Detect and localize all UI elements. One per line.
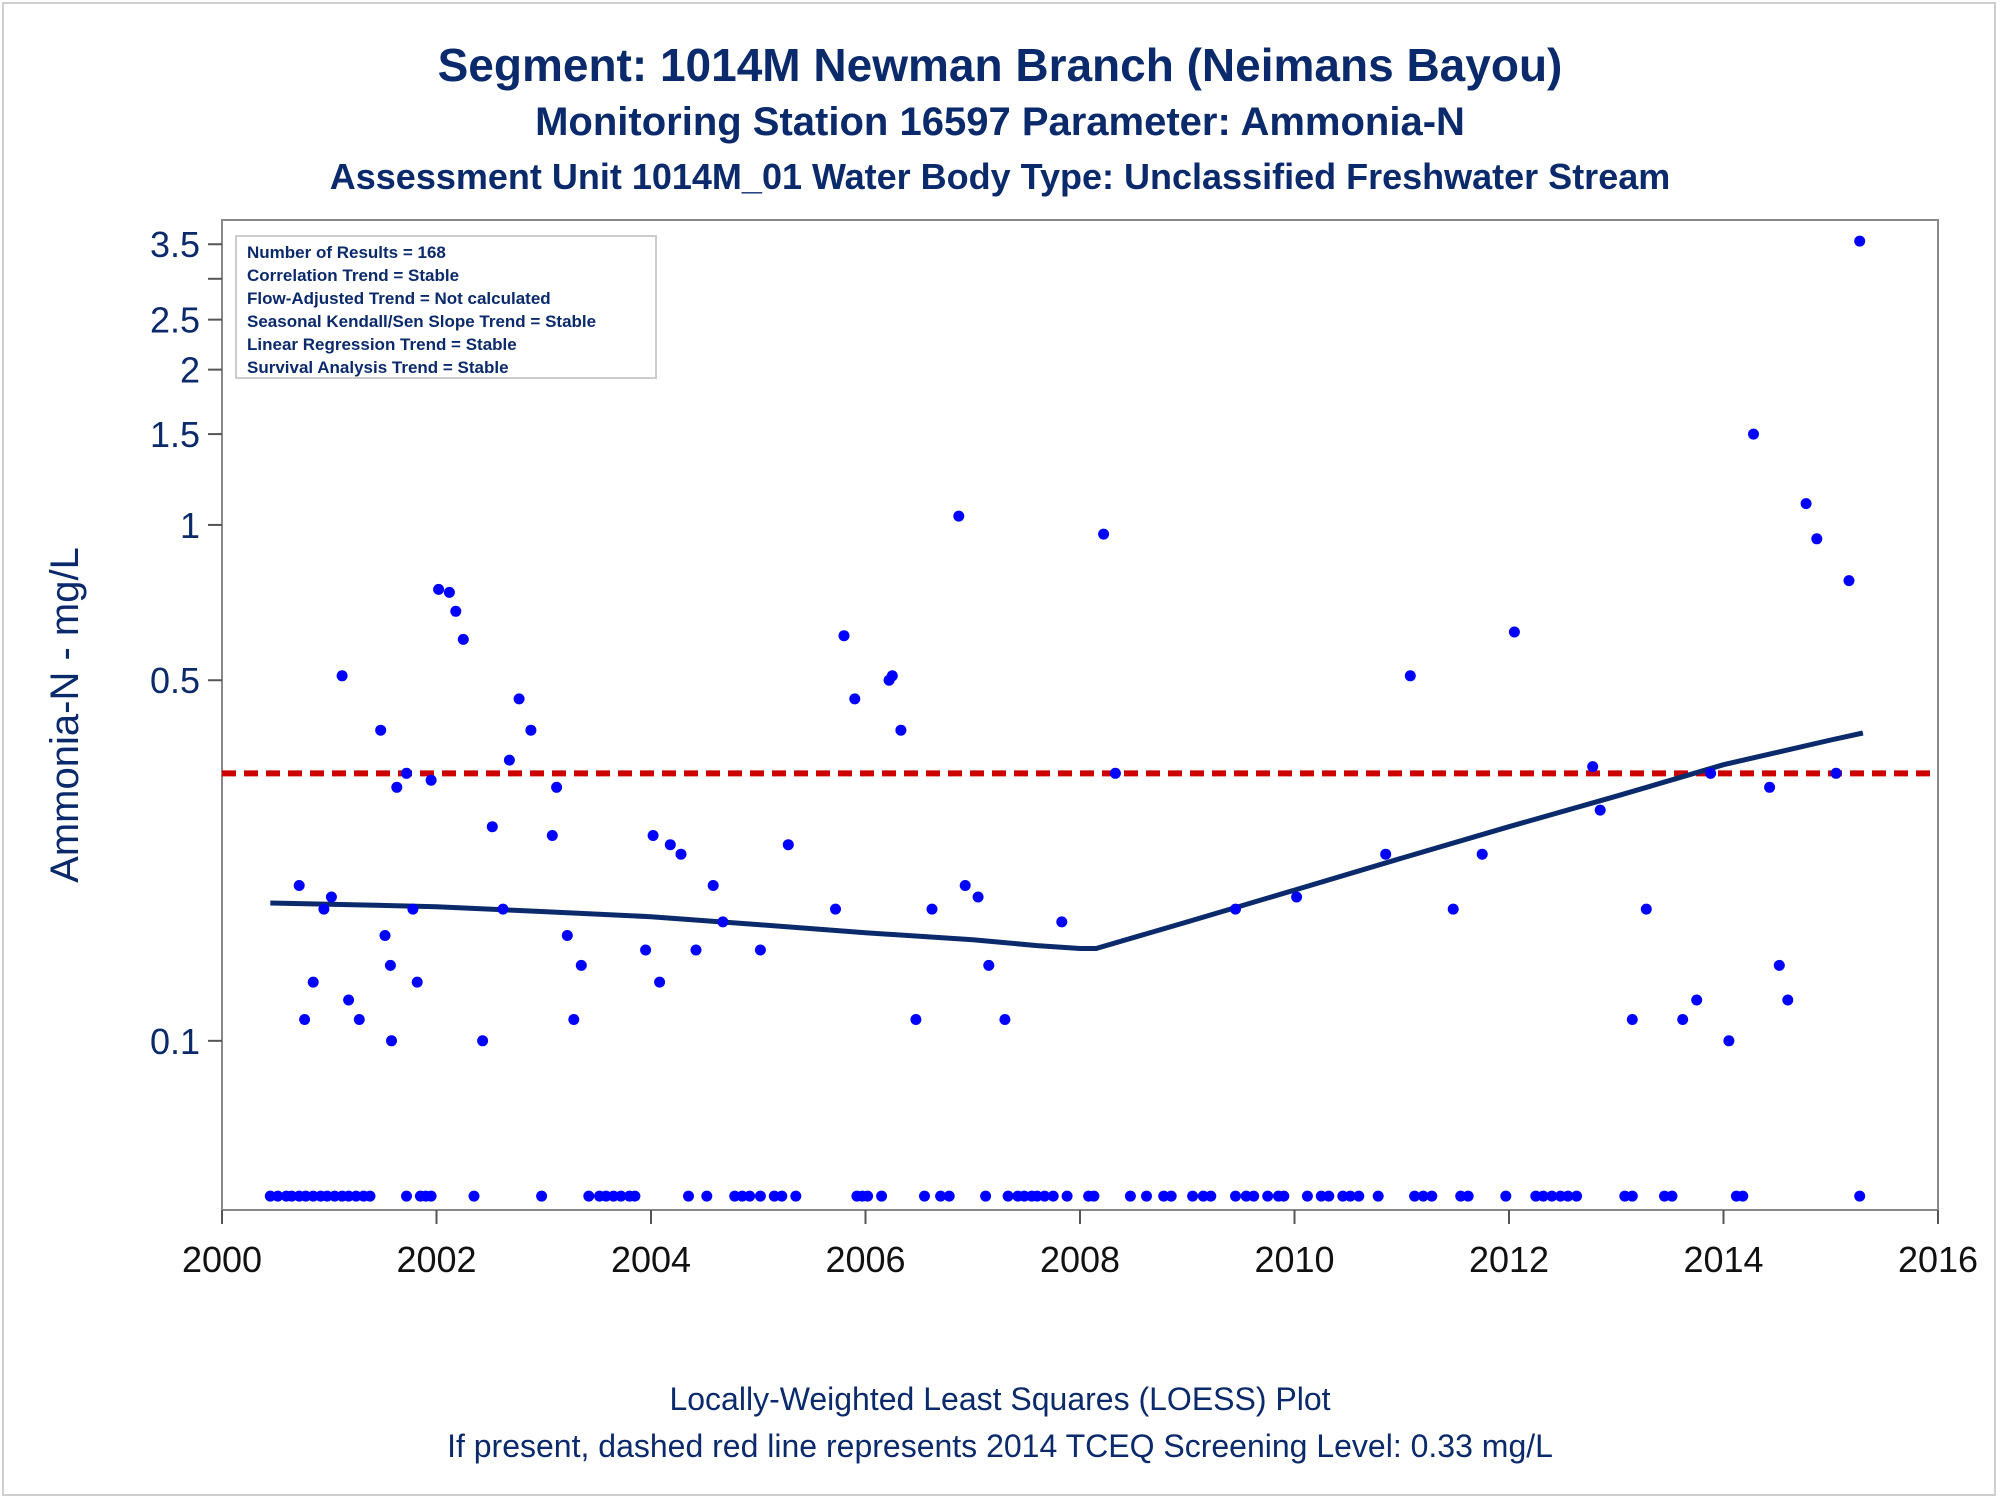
chart-subtitle-2: Assessment Unit 1014M_01 Water Body Type… <box>329 156 1671 197</box>
footnote-screening: If present, dashed red line represents 2… <box>447 1428 1553 1464</box>
chart-title: Segment: 1014M Newman Branch (Neimans Ba… <box>437 39 1563 91</box>
footnote-loess: Locally-Weighted Least Squares (LOESS) P… <box>669 1381 1331 1417</box>
chart-subtitle: Monitoring Station 16597 Parameter: Ammo… <box>535 100 1465 144</box>
